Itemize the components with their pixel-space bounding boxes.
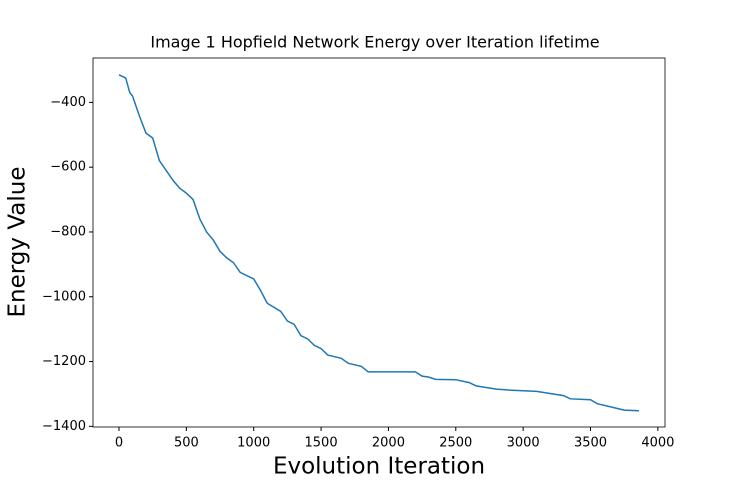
x-tick-label: 1000 (237, 436, 270, 451)
data-line (118, 74, 640, 412)
y-axis-label: Energy Value (5, 167, 31, 318)
x-tick-label: 3500 (574, 436, 607, 451)
x-tick-label: 2000 (372, 436, 405, 451)
y-tick-label: −600 (50, 160, 86, 175)
x-tick-label: 0 (115, 436, 123, 451)
y-tick-label: −1200 (42, 354, 86, 369)
x-tick-label: 1500 (305, 436, 338, 451)
x-tick-label: 4000 (641, 436, 674, 451)
chart-title: Image 1 Hopfield Network Energy over Ite… (150, 33, 599, 52)
plot-frame (92, 57, 666, 428)
x-tick-label: 2500 (439, 436, 472, 451)
y-tick-label: −1000 (42, 289, 86, 304)
y-tick-label: −800 (50, 224, 86, 239)
x-tick-label: 500 (174, 436, 199, 451)
y-tick-label: −400 (50, 95, 86, 110)
y-tick-label: −1400 (42, 419, 86, 434)
x-tick-label: 3000 (507, 436, 540, 451)
x-axis-label: Evolution Iteration (273, 454, 485, 480)
